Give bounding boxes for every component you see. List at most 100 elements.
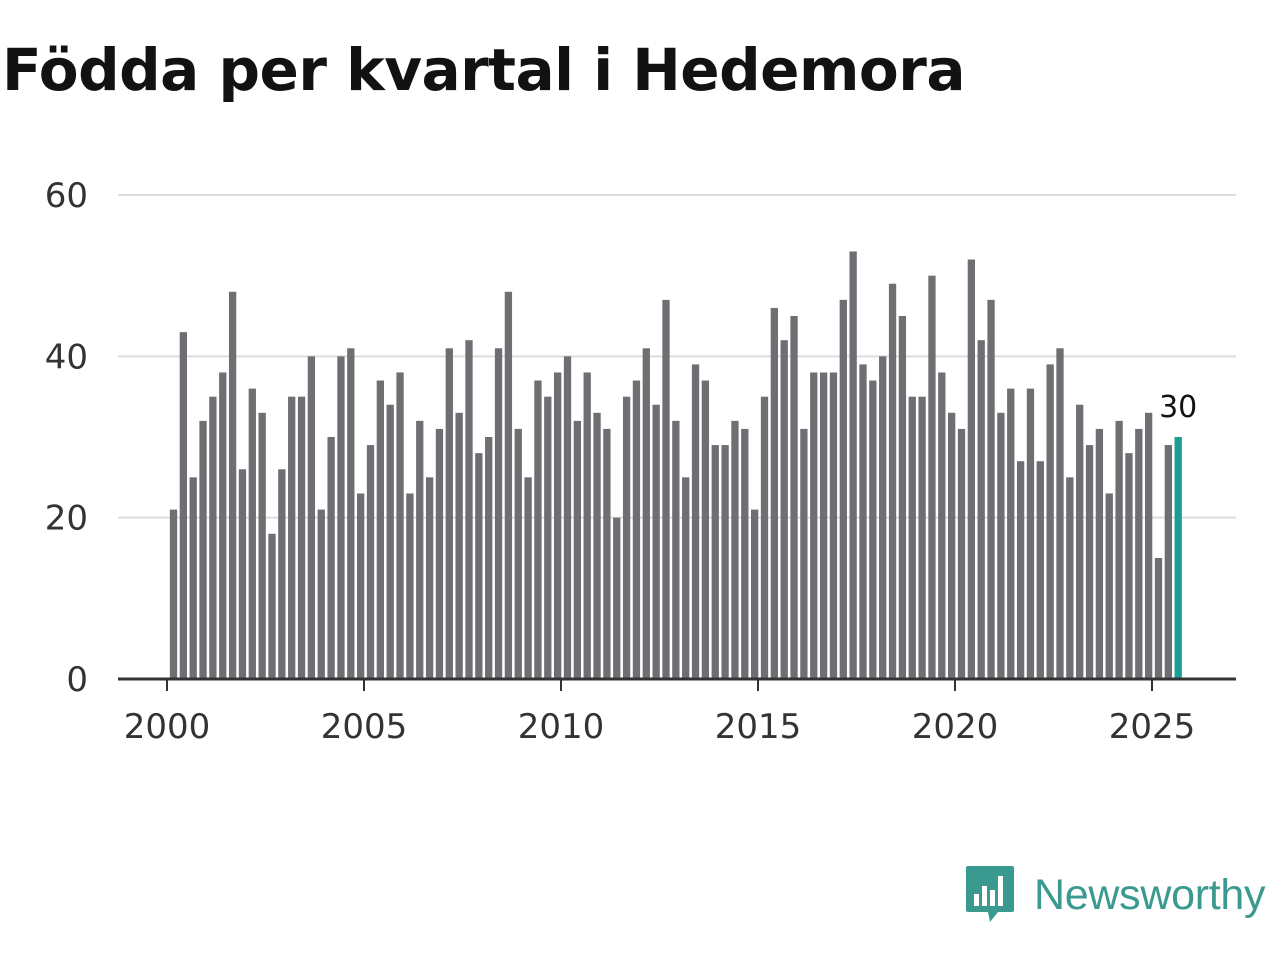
bar — [849, 251, 857, 679]
bar — [1056, 348, 1064, 679]
bar — [1007, 388, 1015, 679]
bar — [209, 396, 217, 679]
bar — [1085, 445, 1094, 679]
bar — [918, 396, 926, 679]
bar — [977, 340, 985, 679]
bar — [829, 372, 838, 679]
bar — [366, 445, 375, 679]
bars — [169, 251, 1182, 679]
bar — [544, 396, 552, 679]
bar — [425, 477, 434, 679]
bar — [169, 509, 178, 679]
bar — [268, 533, 276, 679]
bar — [219, 372, 227, 679]
newsworthy-logo-text: Newsworthy — [1034, 870, 1266, 919]
x-tick-label: 2015 — [715, 707, 802, 747]
y-tick-label: 0 — [66, 660, 88, 700]
newsworthy-logo-icon — [966, 866, 1014, 922]
bar — [731, 420, 739, 679]
bar — [957, 428, 966, 679]
bar — [238, 469, 247, 679]
bar — [642, 348, 650, 679]
bar — [938, 372, 946, 679]
bar — [189, 477, 197, 679]
bar — [682, 477, 690, 679]
bar — [1076, 404, 1084, 679]
bar — [1164, 445, 1172, 679]
chart-title: Födda per kvartal i Hedemora — [2, 36, 966, 104]
bar — [672, 420, 680, 679]
bar — [1046, 364, 1054, 679]
bar — [839, 299, 847, 679]
y-tick-label: 40 — [45, 337, 88, 377]
bar — [386, 404, 394, 679]
data-labels: 30 — [1159, 390, 1197, 425]
bar — [859, 364, 867, 679]
bar — [514, 428, 522, 679]
bar — [948, 412, 956, 679]
bar — [662, 299, 670, 679]
bar — [1036, 461, 1044, 679]
bar — [967, 259, 975, 679]
bar — [563, 356, 572, 679]
x-axis-ticks: 2000 2005 2010 2015 2020 2025 — [124, 679, 1195, 747]
newsworthy-logo[interactable]: Newsworthy — [964, 864, 1265, 926]
bar — [376, 380, 384, 679]
bar — [691, 364, 700, 679]
bar — [445, 348, 453, 679]
bar — [721, 445, 729, 679]
bar — [248, 388, 256, 679]
bar — [347, 348, 355, 679]
bar — [1135, 428, 1143, 679]
bar — [1115, 420, 1123, 679]
bar — [179, 332, 187, 679]
bar — [1125, 453, 1133, 679]
bar — [327, 437, 335, 679]
bar — [711, 445, 719, 679]
bar — [199, 420, 207, 679]
bar — [760, 396, 769, 679]
bar — [435, 428, 444, 679]
bar — [1154, 558, 1163, 679]
y-tick-label: 20 — [45, 499, 88, 539]
bar — [741, 428, 749, 679]
y-tick-label: 60 — [45, 176, 88, 216]
bar — [357, 493, 365, 679]
x-tick-label: 2005 — [321, 707, 408, 747]
x-tick-label: 2000 — [124, 707, 211, 747]
bar — [888, 283, 897, 679]
bar — [780, 340, 788, 679]
bar — [810, 372, 818, 679]
bar — [278, 469, 286, 679]
bar — [652, 404, 660, 679]
bar — [800, 428, 808, 679]
bar — [632, 380, 641, 679]
bar — [416, 420, 424, 679]
bar — [613, 517, 621, 679]
bar — [475, 453, 483, 679]
bar — [524, 477, 532, 679]
bar — [534, 380, 542, 679]
bar — [307, 356, 316, 679]
bar — [869, 380, 877, 679]
bar — [997, 412, 1005, 679]
bar — [928, 275, 936, 679]
bar — [258, 412, 266, 679]
bar — [504, 291, 513, 679]
last-value-label: 30 — [1159, 390, 1197, 425]
bar — [406, 493, 414, 679]
bar — [1026, 388, 1035, 679]
bar — [751, 509, 759, 679]
bar — [337, 356, 345, 679]
bar — [297, 396, 306, 679]
bar — [1066, 477, 1074, 679]
bar — [770, 307, 778, 679]
bar — [1095, 428, 1104, 679]
bar — [583, 372, 591, 679]
bar — [573, 420, 581, 679]
x-tick-label: 2020 — [912, 707, 999, 747]
bar — [396, 372, 404, 679]
bar — [908, 396, 916, 679]
bar — [228, 291, 237, 679]
bar — [494, 348, 503, 679]
